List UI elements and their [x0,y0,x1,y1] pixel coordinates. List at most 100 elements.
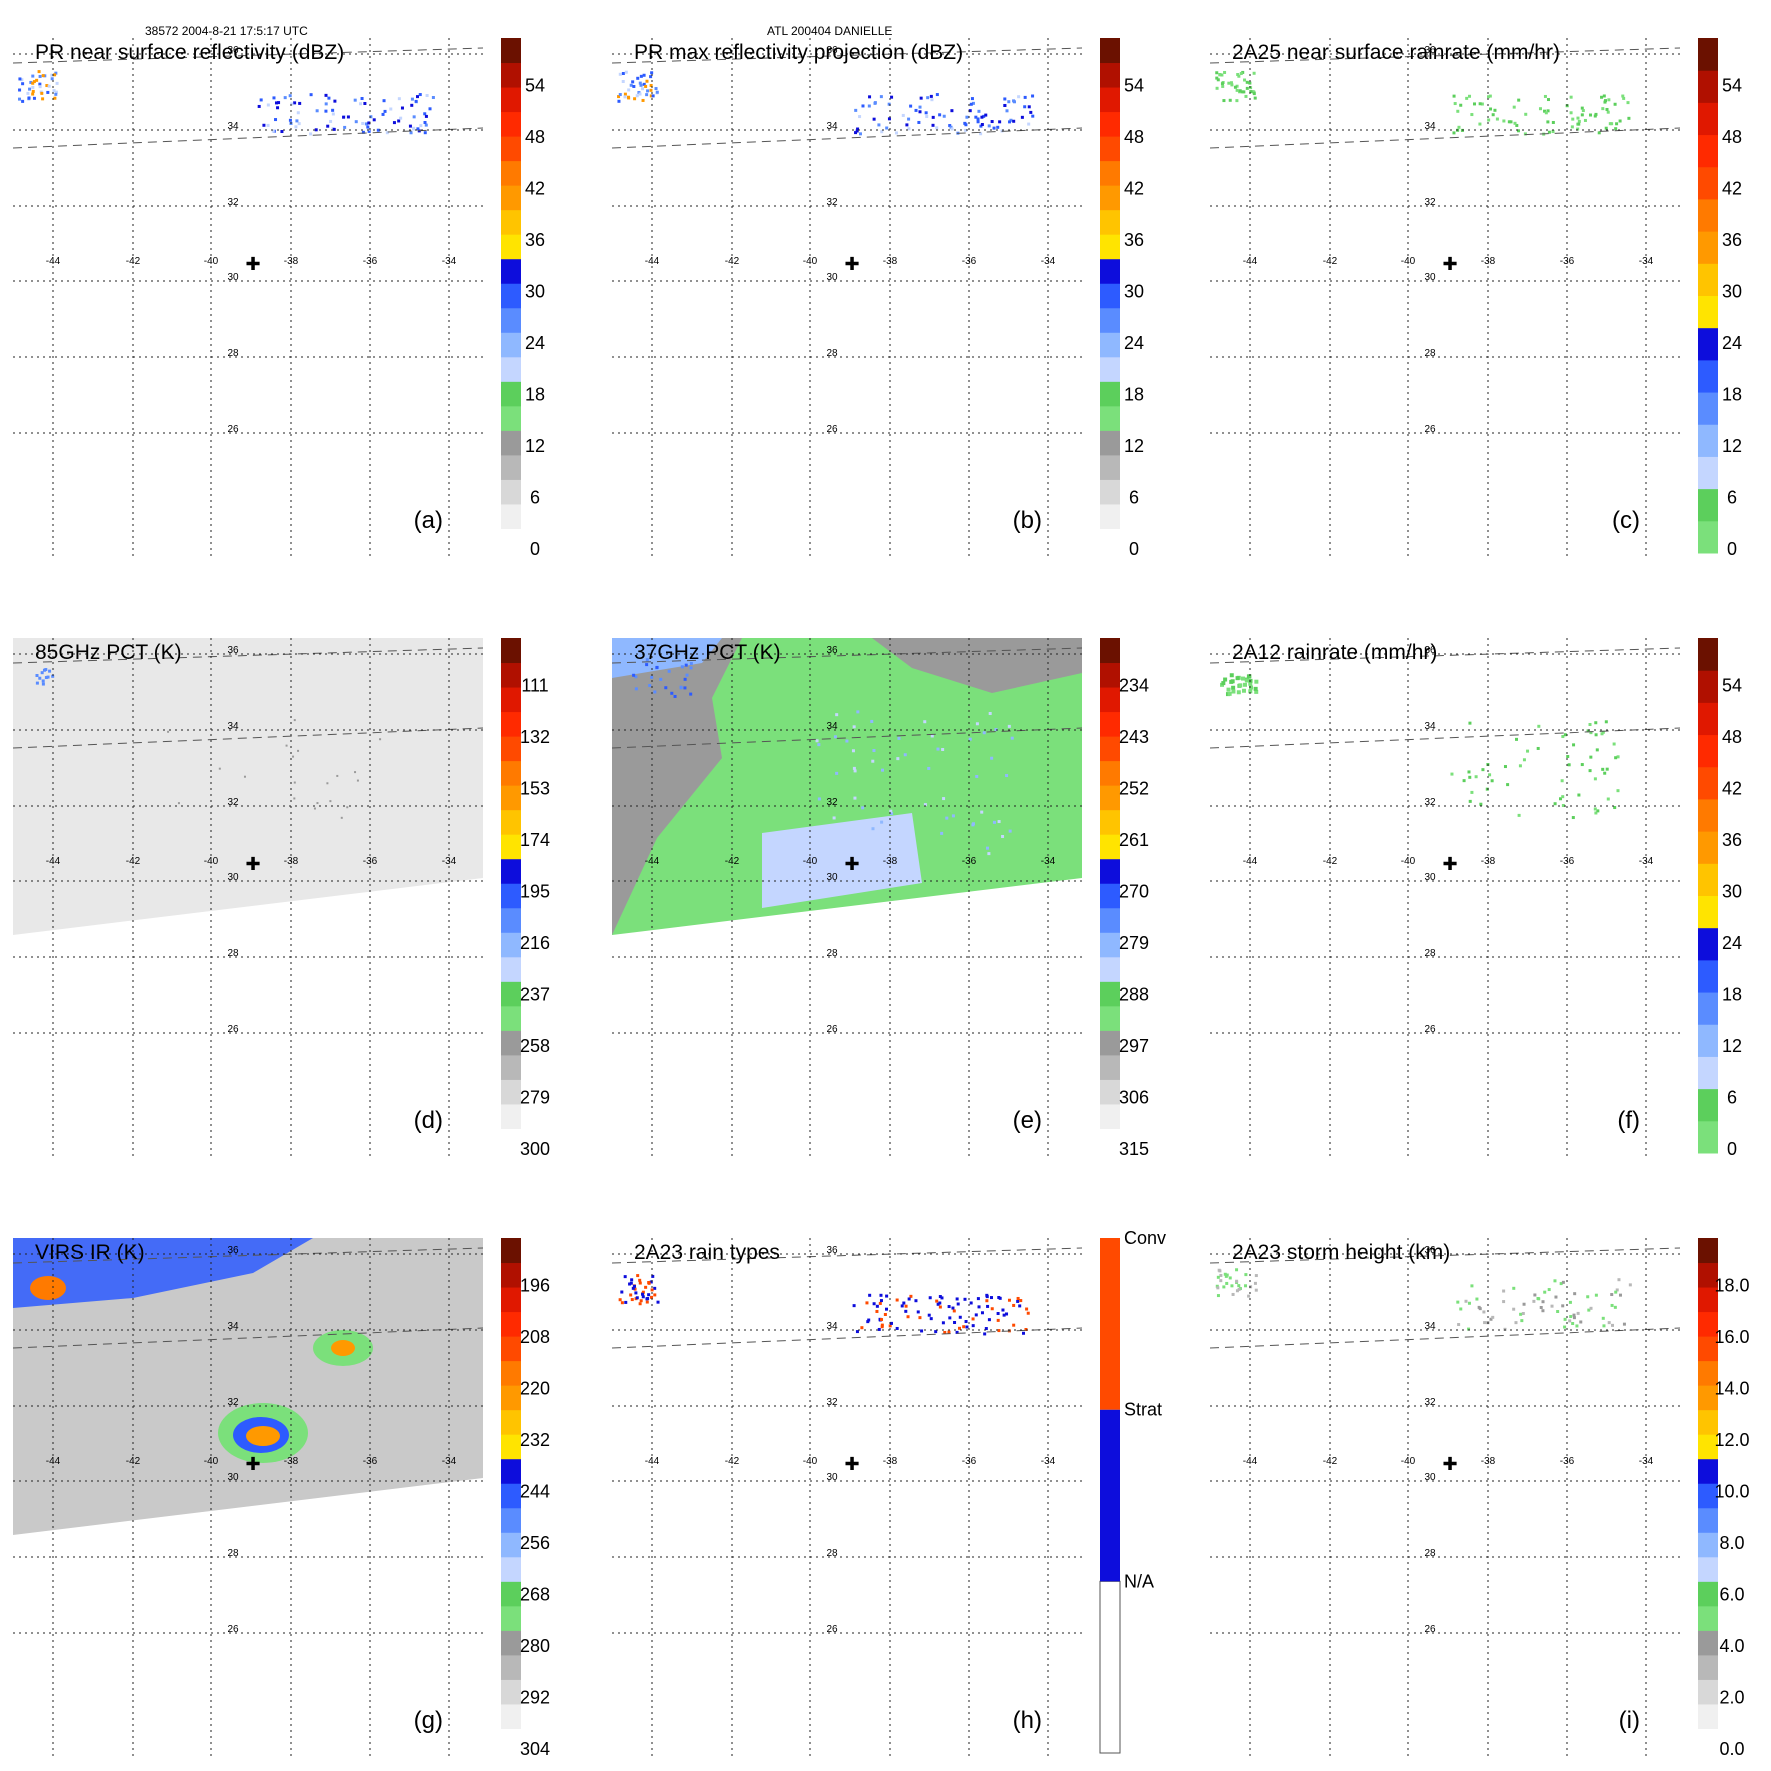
echo-pixel [53,73,57,77]
lat-tick-label: 30 [826,272,838,283]
echo-pixel [1478,1307,1482,1311]
echo-pixel [1554,1295,1558,1299]
colorbar-bin [501,1385,521,1411]
colorbar-tick: 279 [1119,933,1149,953]
echo-pixel [1231,1292,1235,1296]
lon-tick-label: -42 [126,256,141,267]
lat-tick-label: 32 [1424,797,1436,808]
lat-tick-label: 26 [826,1624,838,1635]
panel-label: (g) [414,1707,443,1734]
echo-pixel [1579,1320,1583,1324]
echo-pixel [1016,1299,1020,1303]
echo-pixel [1512,1286,1516,1290]
colorbar-bin [501,662,521,688]
swath-edge [13,647,483,664]
echo-pixel [1012,1303,1016,1307]
echo-pixel [259,98,263,102]
echo-pixel [990,756,994,760]
echo-pixel [923,803,927,807]
echo-pixel [878,1301,882,1305]
storm-center-marker: ✚ [844,854,859,874]
echo-pixel [1616,755,1620,759]
colorbar-bin [501,1360,521,1386]
echo-pixel [324,102,328,106]
echo-pixel [1543,109,1547,113]
echo-pixel [313,807,316,810]
echo-pixel [1607,1321,1611,1325]
echo-pixel [1559,797,1563,801]
colorbar-bin [1100,883,1120,909]
echo-pixel [292,755,295,758]
echo-pixel [412,126,416,130]
echo-pixel [1626,101,1630,105]
panel-title: 37GHz PCT (K) [634,641,781,664]
map-area [1210,38,1680,558]
echo-pixel [866,1320,870,1324]
echo-pixel [410,103,414,107]
echo-pixel [1601,767,1605,771]
panel-label: (h) [1013,1707,1042,1734]
echo-pixel [1580,113,1584,117]
echo-pixel [45,84,49,88]
echo-pixel [930,734,934,738]
colorbar-bin [1698,1458,1718,1484]
colorbar-bin [501,136,521,162]
colorbar-bin [1100,1054,1120,1080]
echo-pixel [1601,107,1605,111]
panel-title: PR max reflectivity projection (dBZ) [634,41,963,64]
echo-pixel [916,1310,920,1314]
echo-pixel [1223,70,1227,74]
echo-pixel [897,736,901,740]
echo-pixel [664,686,668,690]
echo-pixel [873,101,877,105]
lat-tick-label: 30 [1424,1472,1436,1483]
echo-pixel [46,675,50,679]
echo-pixel [1537,724,1541,728]
echo-pixel [266,103,270,107]
colorbar-bin [1698,1409,1718,1435]
colorbar-bin [501,760,521,786]
echo-pixel [905,123,909,127]
echo-pixel [1547,1288,1551,1292]
echo-pixel [50,77,54,81]
echo-pixel [1235,676,1240,681]
echo-pixel [177,802,180,805]
echo-pixel [639,83,643,87]
echo-pixel [1603,99,1607,103]
colorbar-bin [1698,1262,1718,1288]
echo-pixel [945,816,949,820]
echo-pixel [645,93,649,97]
echo-pixel [925,115,929,119]
lon-tick-label: -38 [284,856,299,867]
echo-pixel [926,96,930,100]
echo-pixel [32,96,36,100]
echo-pixel [1241,688,1246,693]
echo-pixel [1561,795,1565,799]
lat-tick-label: 36 [227,645,239,656]
echo-pixel [985,1293,989,1297]
echo-pixel [1254,689,1259,694]
echo-pixel [975,774,979,778]
lon-tick-label: -36 [962,1456,977,1467]
colorbar-tick: 18 [525,385,545,405]
echo-pixel [1254,1288,1258,1292]
lat-tick-label: 34 [826,1321,838,1332]
echo-pixel [1580,763,1584,767]
echo-pixel [1216,1294,1220,1298]
echo-pixel [44,676,48,680]
map-area [612,1238,1082,1758]
echo-pixel [984,1327,988,1331]
echo-pixel [1475,1297,1479,1301]
echo-pixel [1495,117,1499,121]
colorbar-bin [501,1581,521,1607]
echo-pixel [949,125,953,129]
echo-pixel [1561,735,1565,739]
colorbar-tick: 18 [1124,385,1144,405]
echo-pixel [366,127,370,131]
echo-pixel [867,104,871,108]
colorbar-tick: 12.0 [1714,1430,1749,1450]
colorbar-tick: 42 [1722,179,1742,199]
echo-pixel [963,121,967,125]
echo-pixel [293,101,297,105]
lat-tick-label: 32 [1424,197,1436,208]
